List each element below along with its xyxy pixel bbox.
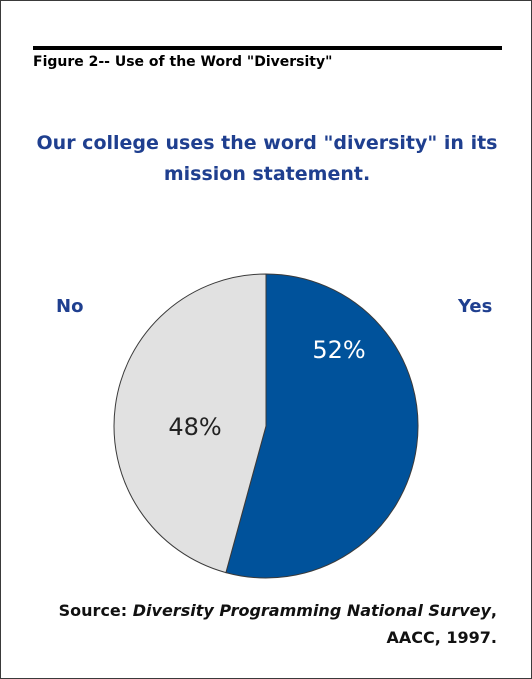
source-line-1: Source: Diversity Programming National S… — [27, 597, 497, 624]
legend-label-no: No — [56, 296, 84, 317]
source-line-2: AACC, 1997. — [386, 628, 497, 647]
pie-label-no: 48% — [168, 413, 221, 441]
chart-title-line-2: mission statement. — [163, 163, 371, 185]
pie-slice-no — [113, 273, 267, 574]
source-title: Diversity Programming National Survey — [132, 601, 491, 620]
figure-label: Figure 2-- Use of the Word "Diversity" — [33, 54, 333, 70]
pie-slice-yes — [225, 273, 419, 579]
chart-title: Our college uses the word "diversity" in… — [30, 128, 504, 190]
chart-title-line-1: Our college uses the word "diversity" in… — [36, 132, 498, 154]
source-comma: , — [490, 601, 497, 620]
legend-label-yes: Yes — [458, 296, 493, 317]
source-note: Source: Diversity Programming National S… — [27, 597, 497, 651]
figure-header-rule — [33, 46, 502, 50]
source-prefix: Source: — [58, 601, 133, 620]
pie-label-yes: 52% — [312, 336, 365, 364]
